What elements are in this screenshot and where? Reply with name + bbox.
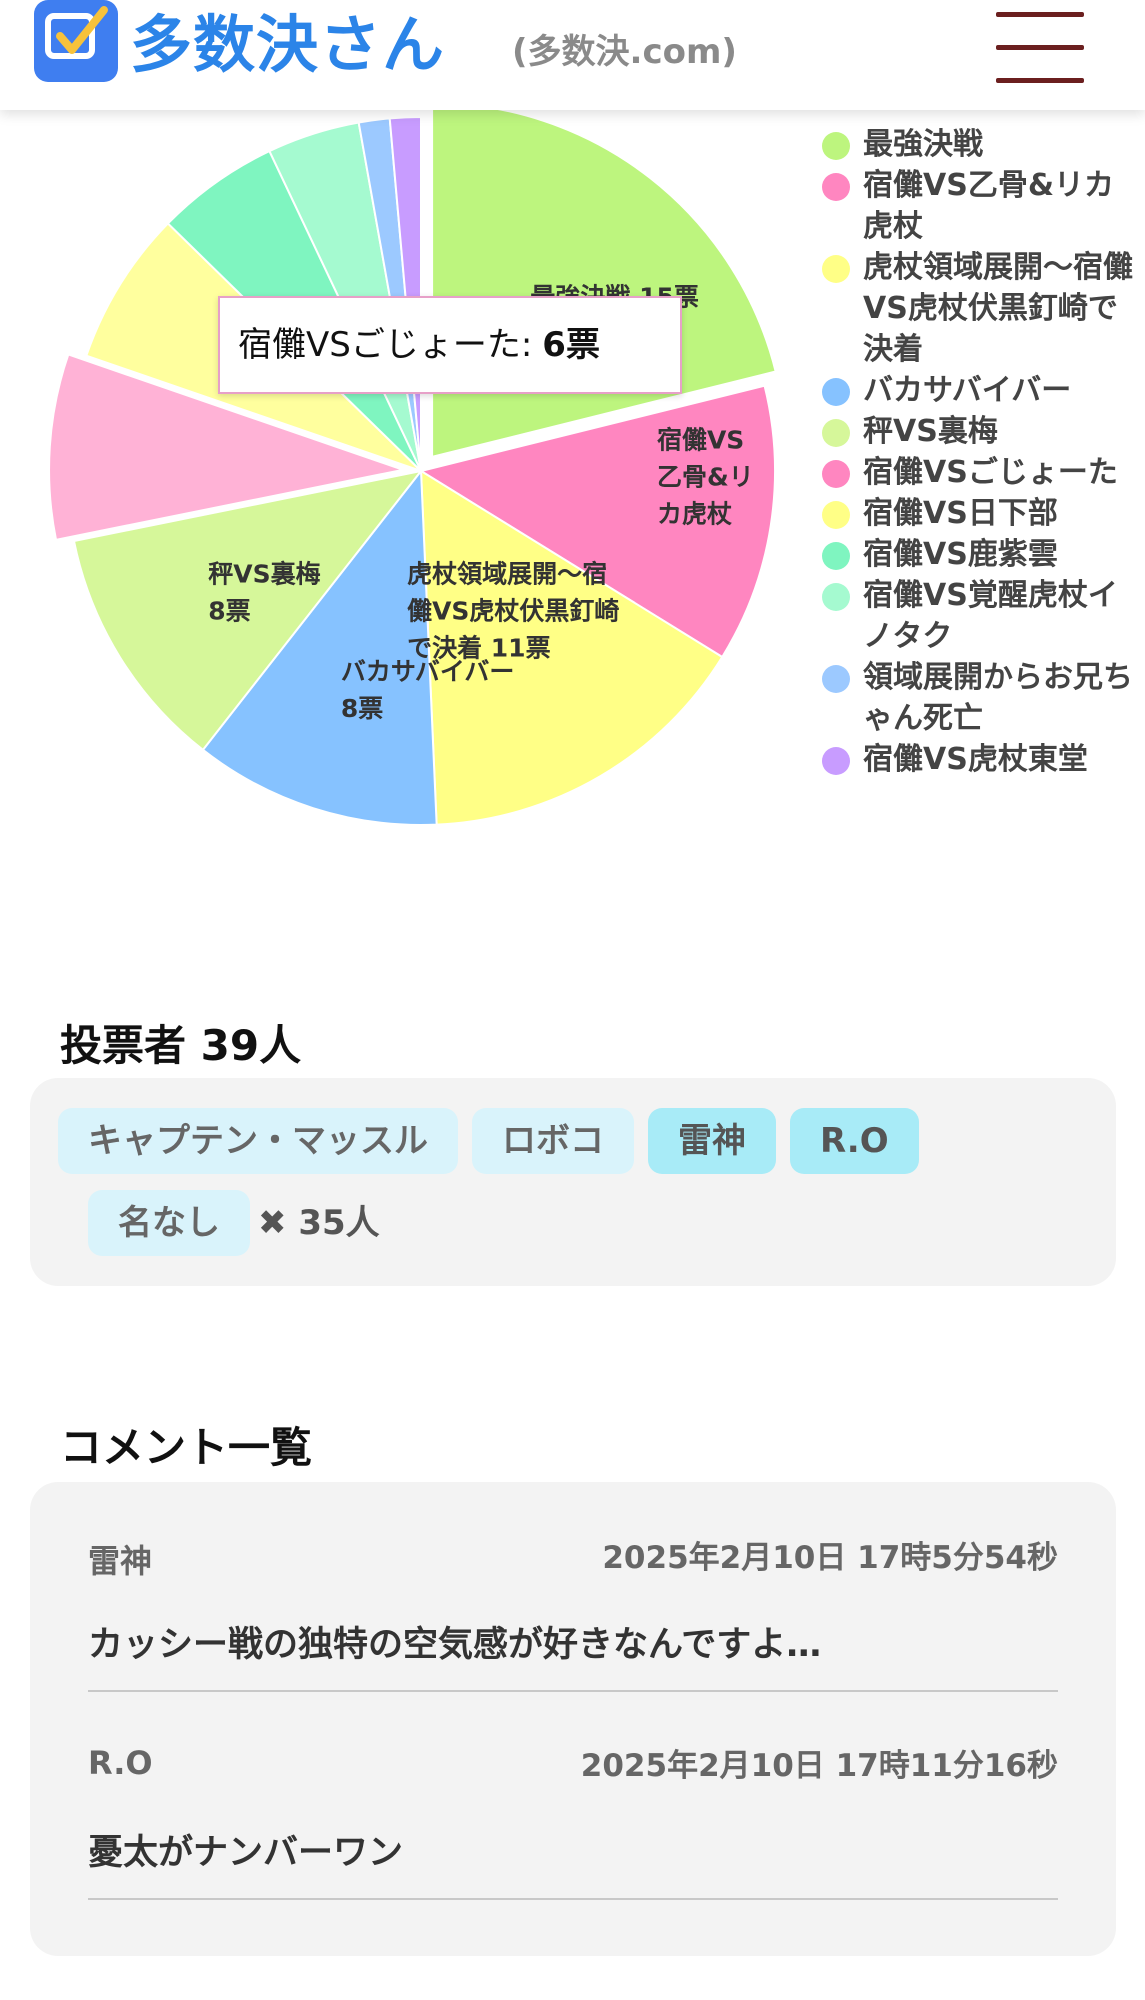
slice-label-line: 8票	[341, 694, 383, 723]
pie-slice[interactable]	[419, 469, 724, 826]
legend-label: バカサバイバー	[863, 373, 1072, 408]
legend-label: 宿儺VS鹿紫雲	[863, 537, 1058, 572]
slice-label-line: 乙骨&リ	[657, 462, 754, 491]
legend-color-dot-icon	[822, 419, 850, 447]
voter-chip[interactable]: ロボコ	[472, 1108, 634, 1174]
comment-text: カッシー戦の独特の空気感が好きなんですよ…	[88, 1625, 822, 1665]
comment-author: R.O	[88, 1744, 153, 1782]
slice-label-line: カ虎杖	[657, 499, 732, 528]
slice-label: バカサバイバー 8票	[341, 657, 515, 723]
pie-slice[interactable]	[418, 384, 776, 659]
chart-tooltip: 宿儺VSごじょーた: 6票	[218, 296, 682, 394]
voter-chip[interactable]: キャプテン・マッスル	[58, 1108, 458, 1174]
more-voters-count: ✖ 35人	[258, 1203, 380, 1243]
legend-color-dot-icon	[822, 542, 850, 570]
legend-item[interactable]: 宿儺VSごじょーた	[818, 452, 1138, 493]
legend-label: 宿儺VS日下部	[863, 496, 1058, 531]
slice-label: 虎杖領域展開〜宿儺VS虎杖伏黒釘崎で決着 11票	[407, 560, 619, 663]
legend-item[interactable]: バカサバイバー	[818, 370, 1138, 411]
pie-slice[interactable]	[201, 468, 438, 827]
pie-chart[interactable]: 最強決戦 15票宿儺VS乙骨&リカ虎杖虎杖領域展開〜宿儺VS虎杖伏黒釘崎で決着 …	[0, 0, 800, 900]
hamburger-menu-icon[interactable]	[996, 12, 1084, 84]
slice-label-line: 8票	[208, 596, 250, 625]
comment-item: 雷神 2025年2月10日 17時5分54秒カッシー戦の独特の空気感が好きなんです…	[88, 1482, 1058, 1692]
legend-item[interactable]: 宿儺VS日下部	[818, 493, 1138, 534]
legend-item[interactable]: 宿儺VS乙骨&リカ虎杖	[818, 165, 1138, 247]
comment-item: R.O 2025年2月10日 17時11分16秒憂太がナンバーワン	[88, 1690, 1058, 1900]
comment-timestamp: 2025年2月10日 17時5分54秒	[602, 1540, 1058, 1576]
legend-label: 宿儺VS覚醒虎杖イノタク	[863, 578, 1118, 654]
site-name[interactable]: 多数決さん	[130, 8, 446, 81]
comment-author: 雷神	[88, 1542, 153, 1580]
voter-chip[interactable]: R.O	[790, 1108, 919, 1174]
slice-label: 秤VS裏梅 8票	[208, 559, 320, 625]
pie-slice[interactable]	[48, 353, 407, 542]
legend-label: 虎杖領域展開〜宿儺VS虎杖伏黒釘崎で決着	[863, 250, 1133, 367]
comments-panel: 雷神 2025年2月10日 17時5分54秒カッシー戦の独特の空気感が好きなんです…	[30, 1482, 1116, 1956]
legend-item[interactable]: 最強決戦	[818, 124, 1138, 165]
legend-item[interactable]: 宿儺VS虎杖東堂	[818, 739, 1138, 780]
vote-result-chart: 最強決戦 15票宿儺VS乙骨&リカ虎杖虎杖領域展開〜宿儺VS虎杖伏黒釘崎で決着 …	[0, 101, 1145, 870]
slice-label-line: で決着 11票	[407, 634, 550, 663]
comments-title: コメント一覧	[60, 1423, 313, 1472]
voter-chip[interactable]: 名なし	[88, 1190, 250, 1256]
legend-label: 宿儺VS虎杖東堂	[863, 742, 1088, 777]
legend-item[interactable]: 宿儺VS覚醒虎杖イノタク	[818, 575, 1138, 657]
legend-color-dot-icon	[822, 173, 850, 201]
voter-chip-list: キャプテン・マッスル ロボコ 雷神 R.O 名なし ✖ 35人	[58, 1108, 1098, 1272]
legend-color-dot-icon	[822, 665, 850, 693]
comment-timestamp: 2025年2月10日 17時11分16秒	[580, 1748, 1058, 1784]
legend-color-dot-icon	[822, 132, 850, 160]
legend-item[interactable]: 秤VS裏梅	[818, 411, 1138, 452]
legend-label: 宿儺VS乙骨&リカ虎杖	[863, 168, 1114, 244]
site-domain-label: (多数決.com)	[512, 32, 737, 72]
voters-panel: キャプテン・マッスル ロボコ 雷神 R.O 名なし ✖ 35人	[30, 1078, 1116, 1286]
legend-color-dot-icon	[822, 583, 850, 611]
pie-slice[interactable]	[72, 469, 424, 752]
legend-color-dot-icon	[822, 378, 850, 406]
tooltip-value: 6票	[542, 325, 600, 365]
voters-title: 投票者 39人	[60, 1021, 302, 1070]
legend-label: 秤VS裏梅	[863, 414, 998, 449]
slice-label-line: 儺VS虎杖伏黒釘崎	[407, 597, 619, 626]
legend-item[interactable]: 領域展開からお兄ちゃん死亡	[818, 657, 1138, 739]
legend-item[interactable]: 虎杖領域展開〜宿儺VS虎杖伏黒釘崎で決着	[818, 247, 1138, 370]
slice-label-line: 宿儺VS	[657, 425, 744, 454]
tooltip-label: 宿儺VSごじょーた:	[238, 325, 533, 365]
voter-chip[interactable]: 雷神	[648, 1108, 776, 1174]
legend-label: 領域展開からお兄ちゃん死亡	[863, 660, 1133, 736]
comment-text: 憂太がナンバーワン	[88, 1833, 404, 1873]
legend-label: 宿儺VSごじょーた	[863, 455, 1118, 490]
slice-label-line: 虎杖領域展開〜宿	[407, 560, 607, 589]
legend-item[interactable]: 宿儺VS鹿紫雲	[818, 534, 1138, 575]
site-header: 多数決さん (多数決.com)	[0, 0, 1145, 110]
checkmark-logo-icon[interactable]	[34, 0, 118, 82]
legend-color-dot-icon	[822, 747, 850, 775]
slice-label: 宿儺VS 乙骨&リカ虎杖	[657, 425, 754, 528]
legend-color-dot-icon	[822, 255, 850, 283]
legend-color-dot-icon	[822, 460, 850, 488]
legend-color-dot-icon	[822, 501, 850, 529]
logo-graphic	[45, 6, 108, 59]
slice-label-line: 秤VS裏梅	[208, 559, 320, 588]
legend-label: 最強決戦	[863, 127, 983, 162]
chart-legend: 最強決戦宿儺VS乙骨&リカ虎杖 虎杖領域展開〜宿儺VS虎杖伏黒釘崎で決着バカサバイ…	[818, 124, 1138, 780]
slice-label-line: バカサバイバー	[341, 657, 515, 686]
